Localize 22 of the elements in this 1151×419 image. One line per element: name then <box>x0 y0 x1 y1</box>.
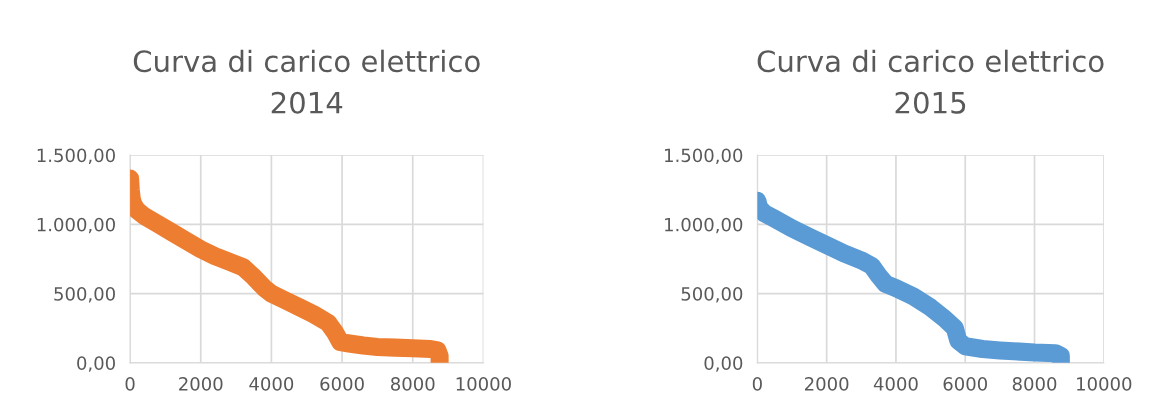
x-tick-label: 4000 <box>249 377 294 391</box>
y-tick-label: 500,00 <box>681 287 743 303</box>
x-tick-label: 2000 <box>805 377 849 391</box>
x-tick-label: 6000 <box>320 377 364 391</box>
x-tick-label: 8000 <box>391 377 435 391</box>
y-tick-label: 0,00 <box>77 356 115 372</box>
y-tick-label: 1.500,00 <box>665 148 743 164</box>
x-tick-label: 0 <box>125 377 135 391</box>
y-tick-label: 1.000,00 <box>37 217 115 234</box>
x-tick-label: 2000 <box>179 377 223 391</box>
y-tick-label: 1.500,00 <box>37 148 115 164</box>
x-tick-label: 10000 <box>1077 377 1132 391</box>
chart-title: Curva di carico elettrico 2015 <box>757 49 1104 114</box>
x-tick-label: 0 <box>752 377 762 391</box>
x-tick-label: 10000 <box>456 377 511 391</box>
y-tick-label: 500,00 <box>54 287 115 303</box>
x-tick-label: 8000 <box>1012 377 1057 391</box>
x-tick-label: 4000 <box>873 377 918 391</box>
x-tick-label: 6000 <box>943 377 987 391</box>
chart-title: Curva di carico elettrico 2014 <box>133 49 480 114</box>
y-tick-label: 1.000,00 <box>665 217 743 234</box>
y-tick-label: 0,00 <box>704 356 743 372</box>
